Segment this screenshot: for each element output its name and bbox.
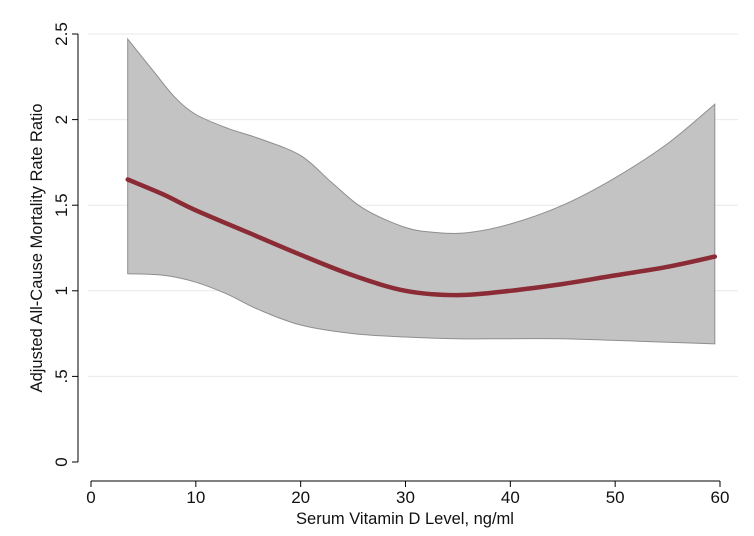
y-tick-label: 2 (52, 115, 71, 124)
y-tick-label: 1 (52, 286, 71, 295)
series-line (125, 177, 718, 298)
x-axis-title: Serum Vitamin D Level, ng/ml (296, 510, 514, 528)
y-tick-label: 1.5 (52, 193, 71, 217)
x-tick-label: 0 (86, 488, 95, 507)
x-tick-label: 10 (186, 488, 205, 507)
x-tick-label: 30 (396, 488, 415, 507)
confidence-band (127, 37, 716, 345)
x-tick-label: 20 (291, 488, 310, 507)
y-tick-label: 0 (52, 457, 71, 466)
y-axis-title: Adjusted All-Cause Mortality Rate Ratio (28, 104, 46, 393)
axes: 0 .5 1 1.5 2 2.5 0 10 20 30 40 50 60 (52, 22, 729, 507)
x-tick-label: 50 (606, 488, 625, 507)
y-tick-label: .5 (52, 369, 71, 383)
x-tick-label: 60 (711, 488, 730, 507)
y-tick-label: 2.5 (52, 22, 71, 46)
x-tick-label: 40 (501, 488, 520, 507)
